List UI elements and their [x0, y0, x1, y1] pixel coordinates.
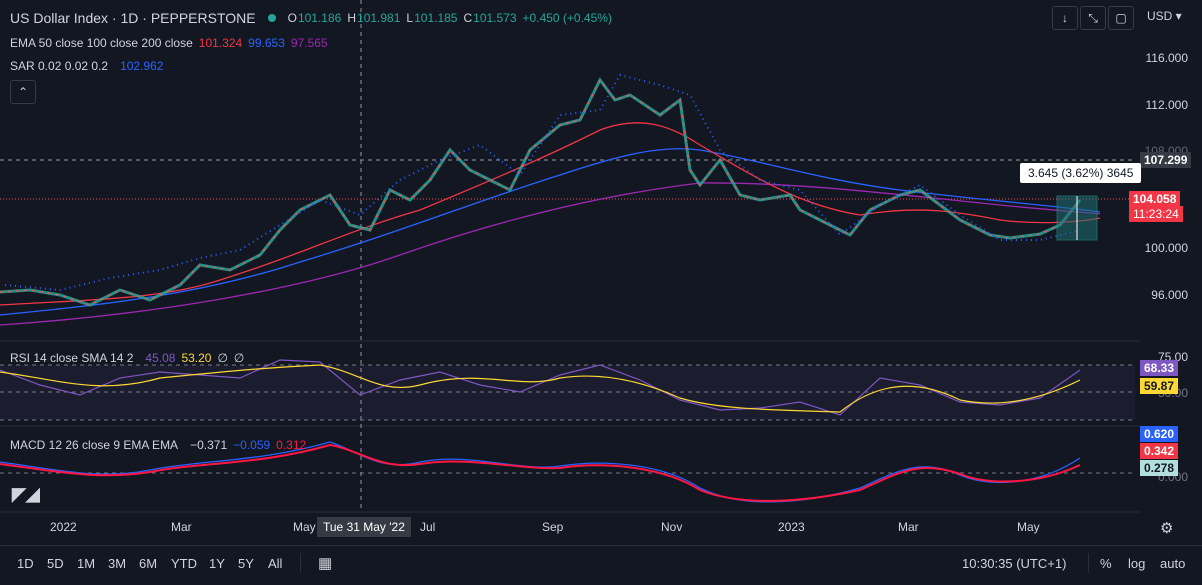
sar-legend[interactable]: SAR 0.02 0.02 0.2 102.962 — [10, 59, 163, 73]
rsi-badge: 68.33 — [1140, 360, 1179, 376]
rsi-empty-1: ∅ — [217, 351, 228, 365]
settings-gear-icon[interactable]: ⚙ — [1160, 520, 1174, 537]
high-label: H — [347, 11, 357, 25]
low-label: L — [406, 11, 414, 25]
ema-label: EMA 50 close 100 close 200 close — [10, 36, 193, 50]
collapse-legend-button[interactable]: ⌃ — [10, 80, 36, 104]
macd-signal-badge: 0.342 — [1140, 443, 1179, 459]
close-value: 101.573 — [473, 11, 517, 25]
timeframe-ytd-button[interactable]: YTD — [171, 556, 197, 571]
price-tick: 116.000 — [1145, 51, 1189, 65]
chevron-up-icon: ⌃ — [17, 85, 29, 99]
time-tick: May — [1017, 520, 1040, 534]
ema100-value: 99.653 — [248, 36, 285, 50]
time-tick: Sep — [542, 520, 564, 534]
percent-toggle[interactable]: % — [1100, 556, 1112, 571]
currency-label: USD — [1147, 9, 1173, 23]
symbol-title[interactable]: US Dollar Index · 1D · PEPPERSTONE — [10, 10, 256, 26]
ema200-value: 97.565 — [290, 36, 328, 50]
clock-display[interactable]: 10:30:35 (UTC+1) — [962, 556, 1067, 571]
price-tick: 100.000 — [1144, 241, 1188, 255]
time-tick: Jul — [420, 520, 436, 534]
currency-selector[interactable]: USD ▾ — [1147, 9, 1182, 23]
rsi-value: 45.08 — [145, 351, 176, 365]
time-tick: Mar — [171, 520, 192, 534]
crosshair-date-label: Tue 31 May '22 — [317, 517, 411, 537]
rsi-sma-badge: 59.87 — [1140, 378, 1179, 394]
timeframe-1d-button[interactable]: 1D — [17, 556, 34, 571]
rsi-label: RSI 14 close SMA 14 2 — [10, 351, 134, 365]
timeframe-5d-button[interactable]: 5D — [47, 556, 64, 571]
price-tick: 112.000 — [1145, 98, 1189, 112]
measure-tooltip: 3.645 (3.62%) 3645 — [1020, 163, 1142, 183]
crosshair-price-label: 107.299 — [1140, 152, 1192, 168]
open-label: O — [287, 11, 297, 25]
toolbar-divider — [1088, 553, 1089, 573]
symbol-legend[interactable]: US Dollar Index · 1D · PEPPERSTONE O 101.… — [10, 10, 612, 26]
time-tick: 2022 — [50, 520, 77, 534]
rsi-sma-value: 53.20 — [181, 351, 212, 365]
chevron-down-icon: ▾ — [1172, 9, 1182, 23]
sar-value: 102.962 — [120, 59, 164, 73]
expand-button[interactable]: ⤡ — [1080, 6, 1106, 30]
auto-toggle[interactable]: auto — [1160, 556, 1186, 571]
fullscreen-button[interactable]: ▢ — [1108, 6, 1134, 30]
timeframe-6m-button[interactable]: 6M — [139, 556, 158, 571]
macd-tick: 0.000 — [1157, 470, 1188, 484]
sar-label: SAR 0.02 0.02 0.2 — [10, 59, 109, 73]
market-status-icon — [267, 14, 276, 22]
price-tick: 96.000 — [1151, 288, 1188, 302]
timeframe-all-button[interactable]: All — [268, 556, 283, 571]
open-value: 101.186 — [297, 11, 342, 25]
ema50-value: 101.324 — [198, 36, 243, 50]
timeframe-1y-button[interactable]: 1Y — [209, 556, 225, 571]
arrow-down-button[interactable]: ↓ — [1052, 6, 1078, 30]
expand-icon: ⤡ — [1088, 10, 1098, 25]
change-value: +0.450 (+0.45%) — [522, 11, 612, 25]
macd-line-badge: 0.620 — [1140, 426, 1179, 442]
toolbar-divider — [300, 553, 301, 573]
macd-hist-value: −0.371 — [190, 438, 228, 452]
macd-legend[interactable]: MACD 12 26 close 9 EMA EMA −0.371 −0.059… — [10, 438, 306, 452]
rsi-empty-2: ∅ — [233, 351, 245, 365]
fullscreen-icon: ▢ — [1115, 11, 1127, 25]
time-tick: 2023 — [778, 520, 805, 534]
countdown-label: 11:23:24 — [1129, 206, 1183, 222]
ema-legend[interactable]: EMA 50 close 100 close 200 close 101.324… — [10, 36, 328, 50]
macd-label: MACD 12 26 close 9 EMA EMA — [10, 438, 179, 452]
high-value: 101.981 — [357, 11, 401, 25]
timeframe-3m-button[interactable]: 3M — [108, 556, 127, 571]
close-label: C — [463, 11, 473, 25]
macd-hist-badge: 0.278 — [1140, 460, 1179, 476]
tradingview-logo-icon: ◤◢ — [12, 484, 40, 504]
time-tick: May — [293, 520, 316, 534]
low-value: 101.185 — [414, 11, 458, 25]
timeframe-1m-button[interactable]: 1M — [77, 556, 96, 571]
calendar-icon[interactable]: ▦ — [318, 555, 333, 572]
chart-canvas[interactable] — [0, 0, 1140, 545]
time-tick: Mar — [898, 520, 919, 534]
arrow-down-icon: ↓ — [1062, 11, 1068, 25]
log-toggle[interactable]: log — [1128, 556, 1146, 571]
last-price-label: 104.058 — [1129, 191, 1181, 207]
macd-line-value: −0.059 — [233, 438, 271, 452]
rsi-legend[interactable]: RSI 14 close SMA 14 2 45.08 53.20 ∅ ∅ — [10, 351, 244, 365]
macd-signal-value: 0.312 — [276, 438, 307, 452]
timeframe-5y-button[interactable]: 5Y — [238, 556, 254, 571]
time-tick: Nov — [661, 520, 683, 534]
bottom-toolbar — [0, 545, 1202, 585]
